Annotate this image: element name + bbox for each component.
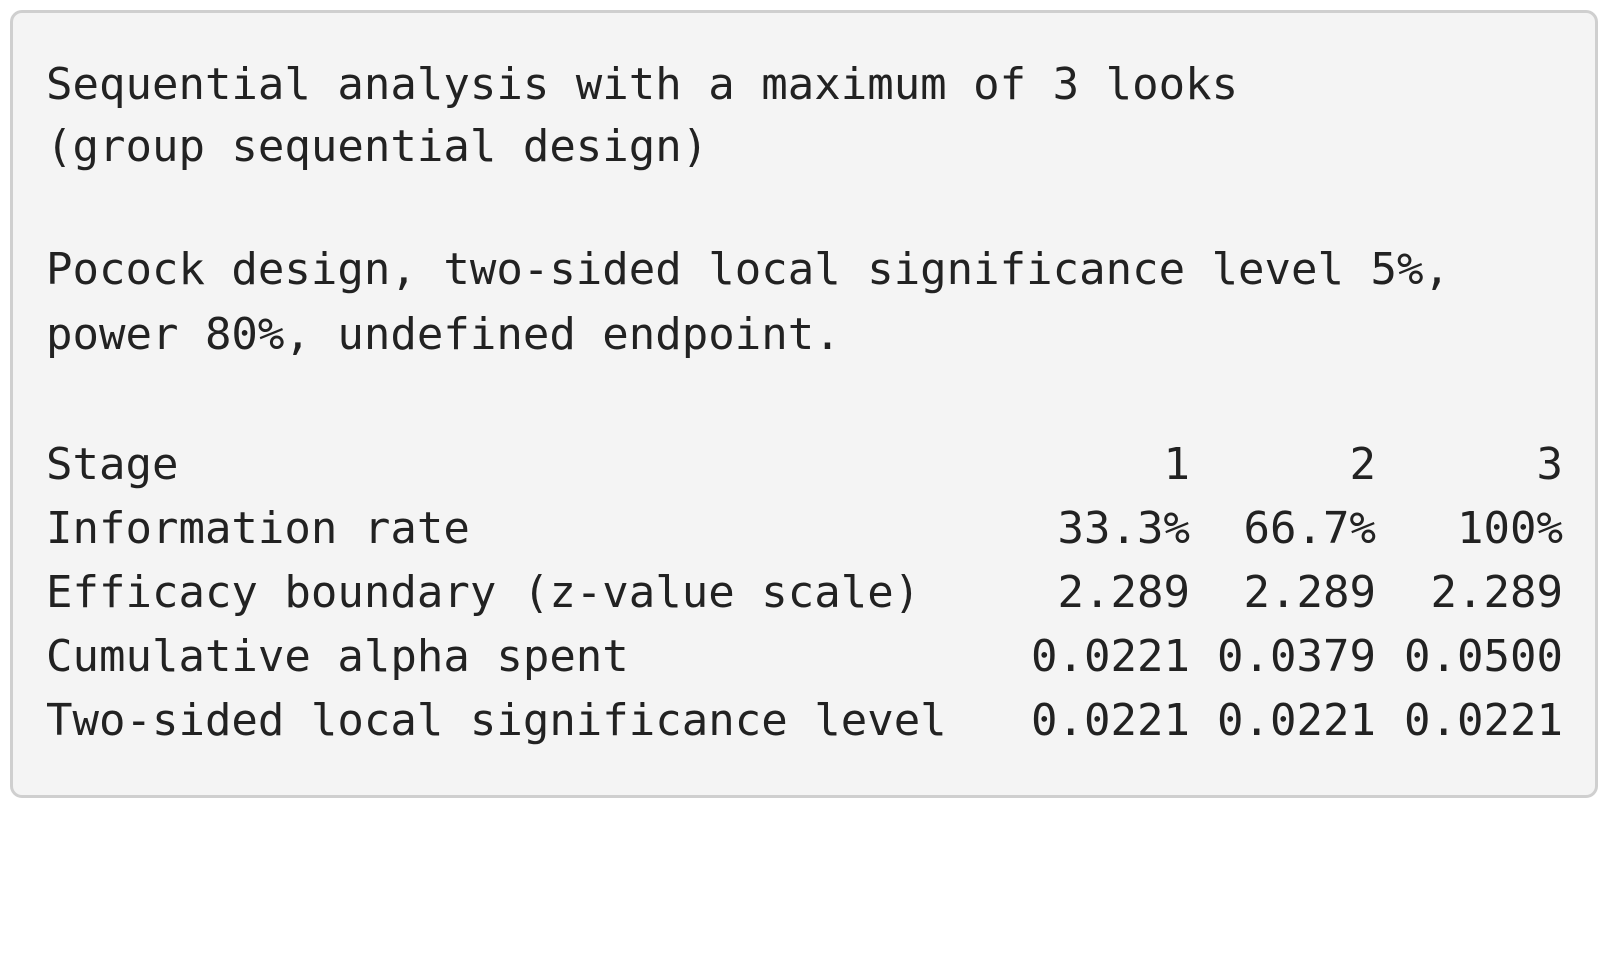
- row-label: Stage: [46, 439, 179, 490]
- stage-3-value: 0.0500: [1404, 631, 1563, 682]
- table-row-stage: Stage 1 2 3: [46, 443, 1586, 493]
- heading-line-1: Sequential analysis with a maximum of 3 …: [46, 59, 1239, 110]
- stage-3-value: 2.289: [1430, 567, 1563, 618]
- description-line-2: power 80%, undefined endpoint.: [46, 309, 841, 360]
- row-label: Two-sided local significance level: [46, 695, 947, 746]
- stage-3-value: 3: [1536, 439, 1564, 490]
- row-label: Efficacy boundary (z-value scale): [46, 567, 921, 618]
- heading-line-2: (group sequential design): [46, 121, 709, 172]
- stage-2-value: 0.0379: [1217, 631, 1376, 682]
- stage-1-value: 33.3%: [1057, 503, 1190, 554]
- table-row-local-significance: Two-sided local significance level 0.022…: [46, 699, 1586, 749]
- stage-2-value: 0.0221: [1217, 695, 1376, 746]
- stage-1-value: 0.0221: [1031, 631, 1190, 682]
- stage-1-value: 1: [1163, 439, 1191, 490]
- stage-3-value: 0.0221: [1404, 695, 1563, 746]
- row-label: Information rate: [46, 503, 470, 554]
- row-label: Cumulative alpha spent: [46, 631, 629, 682]
- output-panel: Sequential analysis with a maximum of 3 …: [10, 10, 1598, 798]
- table-row-information-rate: Information rate 33.3% 66.7% 100%: [46, 507, 1586, 557]
- stage-1-value: 2.289: [1057, 567, 1190, 618]
- stage-2-value: 2.289: [1243, 567, 1376, 618]
- table-row-cumulative-alpha: Cumulative alpha spent 0.0221 0.0379 0.0…: [46, 635, 1586, 685]
- table-row-efficacy-boundary: Efficacy boundary (z-value scale) 2.289 …: [46, 571, 1586, 621]
- stage-2-value: 2: [1349, 439, 1377, 490]
- stage-3-value: 100%: [1457, 503, 1563, 554]
- description-line-1: Pocock design, two-sided local significa…: [46, 244, 1450, 295]
- stage-1-value: 0.0221: [1031, 695, 1190, 746]
- stage-2-value: 66.7%: [1243, 503, 1376, 554]
